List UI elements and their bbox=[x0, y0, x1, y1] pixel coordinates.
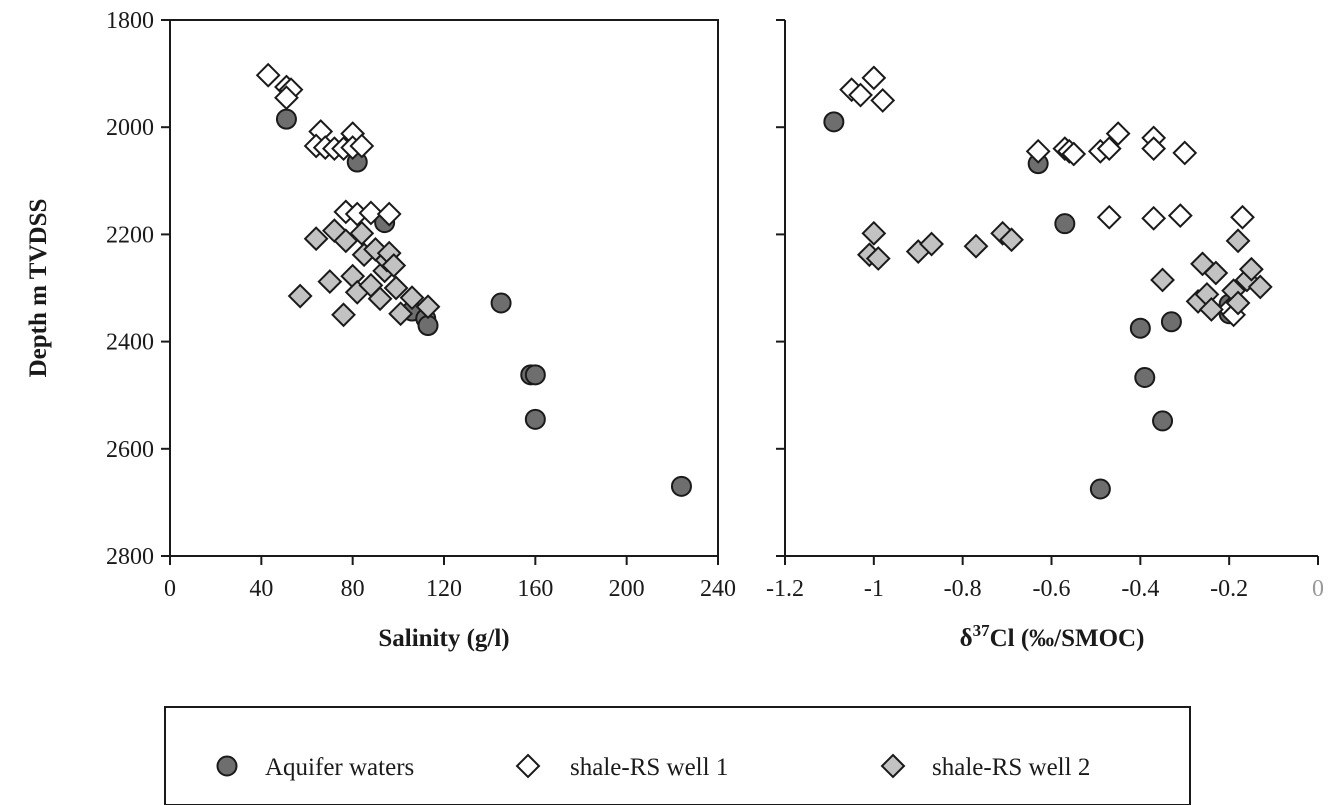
left-x-tick-label: 0 bbox=[164, 576, 176, 602]
well2-point bbox=[1198, 297, 1224, 322]
right-x-tick-label: -0.6 bbox=[1033, 576, 1071, 602]
aquifer-point bbox=[1089, 478, 1111, 500]
right-x-axis-title: δ37Cl (‰/SMOC) bbox=[960, 621, 1145, 652]
well1-point bbox=[1025, 138, 1051, 164]
well1-point bbox=[1061, 141, 1087, 167]
well2-point bbox=[919, 231, 944, 257]
well2-point bbox=[287, 283, 313, 309]
aquifer-point bbox=[1054, 213, 1076, 235]
well2-point bbox=[383, 275, 409, 301]
aquifer-point bbox=[1152, 410, 1174, 432]
aquifer-point bbox=[670, 475, 692, 497]
well1-point bbox=[1141, 136, 1167, 162]
right-x-tick-label: -0.4 bbox=[1121, 576, 1159, 602]
well2-point bbox=[349, 220, 375, 246]
legend-label-2: shale-RS well 1 bbox=[570, 754, 728, 781]
left-x-tick-label: 160 bbox=[517, 576, 553, 602]
well2-point bbox=[1203, 260, 1229, 286]
legend-box bbox=[164, 706, 1191, 805]
well1-point bbox=[358, 200, 384, 226]
y-tick-label: 1800 bbox=[106, 8, 154, 34]
aquifer-point bbox=[490, 292, 512, 314]
left-x-tick-label: 40 bbox=[249, 576, 273, 602]
y-tick-label: 2600 bbox=[106, 437, 154, 463]
right-x-ticks: -1.2 -1 -0.8 -0.6 -0.4 -0.2 0 bbox=[766, 556, 1324, 602]
well2-point bbox=[1225, 228, 1251, 254]
aquifer-point bbox=[823, 111, 845, 133]
aquifer-point bbox=[1129, 317, 1151, 339]
aquifer-point bbox=[524, 364, 546, 386]
left-plot-area bbox=[169, 19, 719, 557]
well1-point bbox=[1141, 205, 1167, 231]
right-x-tick-label: 0 bbox=[1312, 576, 1324, 602]
well1-point bbox=[1096, 204, 1122, 230]
well1-point bbox=[1167, 203, 1193, 229]
legend: Aquifer waters shale-RS well 1 shale-RS we… bbox=[164, 706, 1191, 805]
well2-point bbox=[1238, 256, 1264, 282]
well2-point bbox=[1150, 267, 1175, 293]
well1-point bbox=[349, 133, 375, 159]
well2-point bbox=[303, 226, 329, 252]
well2-point bbox=[331, 302, 356, 328]
right-x-tick-label: -1 bbox=[864, 576, 884, 602]
well2-point bbox=[388, 301, 414, 327]
well1-point bbox=[1105, 121, 1131, 147]
y-axis-title: Depth m TVDSS bbox=[25, 199, 52, 378]
well2-point bbox=[415, 294, 441, 320]
well2-point bbox=[865, 246, 891, 271]
well1-point bbox=[848, 82, 873, 108]
right-x-axis-title-main: Cl (‰/SMOC) bbox=[990, 625, 1145, 652]
well1-point bbox=[255, 62, 281, 88]
well2-point bbox=[861, 220, 887, 246]
well1-point bbox=[870, 87, 896, 113]
well2-point bbox=[399, 285, 425, 311]
y-tick-label: 2400 bbox=[106, 330, 154, 356]
left-x-tick-label: 120 bbox=[426, 576, 462, 602]
left-panel: 1800 2000 2200 2400 2600 2800 0 40 80 120 160 200 2… bbox=[106, 8, 736, 652]
right-x-tick-label: -0.8 bbox=[944, 576, 982, 602]
right-x-axis-title-prefix: δ bbox=[960, 625, 973, 652]
right-data-points bbox=[823, 65, 1273, 500]
well2-point bbox=[1225, 290, 1251, 316]
well1-point bbox=[376, 201, 402, 227]
left-x-ticks: 0 40 80 120 160 200 240 bbox=[164, 556, 736, 602]
y-tick-label: 2800 bbox=[106, 544, 154, 570]
well1-point bbox=[861, 65, 887, 91]
left-x-tick-label: 200 bbox=[609, 576, 645, 602]
well2-point bbox=[963, 233, 989, 259]
well1-point bbox=[1096, 136, 1122, 162]
well2-point bbox=[367, 286, 393, 312]
well2-point bbox=[999, 227, 1024, 253]
well2-point bbox=[333, 228, 359, 254]
y-tick-label: 2200 bbox=[106, 222, 154, 248]
well2-point bbox=[317, 269, 343, 294]
left-data-points bbox=[255, 62, 692, 497]
aquifer-point bbox=[524, 408, 546, 430]
legend-label-3: shale-RS well 2 bbox=[932, 754, 1090, 781]
aquifer-point bbox=[1160, 311, 1182, 333]
well2-point bbox=[381, 253, 407, 278]
left-x-tick-label: 80 bbox=[341, 576, 365, 602]
legend-marker-3 bbox=[880, 753, 906, 779]
legend-marker-2 bbox=[515, 753, 541, 779]
y-tick-label: 2000 bbox=[106, 115, 154, 141]
left-x-axis-title: Salinity (g/l) bbox=[378, 625, 509, 652]
legend-entries: Aquifer waters shale-RS well 1 shale-RS we… bbox=[216, 753, 1090, 781]
right-y-ticks bbox=[776, 19, 785, 557]
left-x-tick-label: 240 bbox=[700, 576, 736, 602]
right-panel: -1.2 -1 -0.8 -0.6 -0.4 -0.2 0 δ37Cl (‰/SMOC) bbox=[766, 19, 1324, 652]
well2-point bbox=[1247, 274, 1273, 300]
well1-point bbox=[1172, 140, 1198, 166]
well1-point bbox=[1230, 204, 1255, 230]
right-x-tick-label: -0.2 bbox=[1210, 576, 1248, 602]
well1-point bbox=[274, 85, 299, 111]
left-y-ticks: 1800 2000 2200 2400 2600 2800 bbox=[106, 8, 170, 570]
right-x-axis-title-superscript: 37 bbox=[973, 621, 991, 640]
legend-marker-1 bbox=[216, 755, 238, 777]
right-x-tick-label: -1.2 bbox=[766, 576, 804, 602]
aquifer-point bbox=[275, 108, 297, 130]
legend-label-1: Aquifer waters bbox=[265, 754, 414, 781]
aquifer-point bbox=[1134, 367, 1156, 389]
